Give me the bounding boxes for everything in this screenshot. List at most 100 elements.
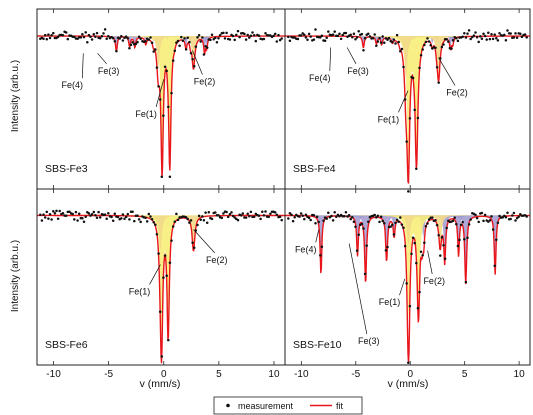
measurement-point	[394, 42, 397, 45]
measurement-point	[474, 213, 477, 217]
measurement-point	[89, 35, 92, 38]
measurement-point	[503, 33, 506, 37]
measurement-point	[461, 35, 464, 38]
measurement-point	[126, 212, 130, 216]
measurement-point	[199, 218, 202, 221]
component-fe2-area	[285, 36, 530, 79]
measurement-point	[471, 35, 474, 39]
measurement-point	[402, 65, 405, 69]
measurement-point	[64, 31, 68, 34]
measurement-point	[167, 105, 170, 109]
measurement-point	[288, 212, 292, 215]
measurement-point	[477, 40, 480, 44]
annotation-leader	[399, 278, 406, 296]
measurement-point	[173, 49, 177, 53]
measurement-point	[434, 219, 437, 222]
annotation-label: Fe(2)	[206, 255, 228, 265]
measurement-point	[466, 32, 469, 35]
measurement-point	[400, 47, 404, 51]
measurement-point	[275, 40, 279, 43]
measurement-point	[455, 37, 458, 40]
measurement-point	[496, 39, 500, 42]
x-tick-label: 10	[268, 369, 280, 380]
measurement-point	[493, 264, 496, 267]
annotation-label: Fe(4)	[62, 80, 84, 90]
measurement-point	[222, 31, 225, 35]
annotation-label: Fe(3)	[98, 66, 120, 76]
measurement-point	[154, 48, 157, 51]
measurement-point	[397, 40, 400, 44]
measurement-point	[495, 238, 498, 241]
measurement-point	[257, 34, 261, 37]
measurement-point	[394, 221, 397, 225]
measurement-point	[514, 32, 517, 35]
measurement-point	[205, 46, 209, 49]
measurement-point	[514, 219, 517, 222]
measurement-point	[354, 225, 357, 229]
measurement-point	[81, 217, 84, 220]
measurement-point	[170, 91, 173, 95]
measurement-point	[495, 37, 498, 40]
measurement-point	[469, 218, 472, 221]
measurement-point	[442, 43, 445, 46]
measurement-point	[379, 41, 383, 44]
measurement-point	[278, 38, 282, 42]
measurement-point	[111, 219, 115, 223]
measurement-point	[303, 217, 306, 221]
measurement-point	[61, 212, 65, 215]
measurement-point	[220, 216, 224, 220]
legend-fit-label: fit	[336, 401, 344, 411]
measurement-point	[197, 34, 201, 37]
measurement-point	[134, 42, 138, 46]
measurement-point	[464, 280, 468, 284]
measurement-point	[133, 219, 136, 223]
measurement-point	[103, 28, 107, 31]
measurement-point	[228, 213, 232, 216]
measurement-point	[74, 210, 78, 214]
annotation-label: Fe(1)	[378, 114, 400, 124]
measurement-point	[111, 36, 115, 40]
x-tick-label: 5	[462, 369, 468, 380]
measurement-point	[167, 338, 170, 342]
measurement-point	[47, 33, 50, 36]
measurement-point	[207, 211, 211, 214]
measurement-point	[173, 220, 177, 224]
measurement-point	[257, 214, 261, 217]
measurement-point	[246, 212, 249, 216]
measurement-point	[439, 254, 442, 257]
measurement-point	[479, 35, 482, 38]
measurement-point	[443, 257, 447, 261]
measurement-point	[304, 213, 308, 216]
measurement-point	[477, 220, 480, 224]
measurement-point	[79, 36, 83, 39]
measurement-point	[131, 210, 134, 214]
measurement-point	[149, 36, 152, 39]
measurement-point	[102, 32, 105, 35]
annotation-leader	[149, 264, 161, 285]
measurement-point	[395, 33, 399, 37]
x-tick-label: 0	[161, 369, 167, 380]
measurement-point	[440, 45, 444, 49]
measurement-point	[43, 33, 47, 37]
measurement-point	[365, 244, 368, 247]
measurement-point	[149, 215, 152, 218]
measurement-point	[251, 31, 254, 34]
measurement-point	[267, 215, 270, 219]
measurement-point	[201, 36, 204, 39]
measurement-point	[362, 48, 365, 52]
measurement-point	[259, 217, 262, 221]
measurement-point	[379, 215, 383, 219]
measurement-point	[168, 261, 172, 264]
annotation-leader	[348, 243, 368, 334]
measurement-point	[144, 216, 147, 220]
measurement-point	[155, 66, 159, 69]
measurement-point	[319, 254, 322, 257]
measurement-point	[407, 361, 410, 364]
measurement-point	[42, 37, 45, 41]
measurement-point	[405, 282, 408, 285]
measurement-point	[399, 216, 402, 219]
measurement-point	[113, 40, 117, 43]
measurement-point	[319, 36, 322, 39]
measurement-point	[419, 53, 423, 57]
panel-label: SBS-Fe10	[293, 339, 342, 351]
